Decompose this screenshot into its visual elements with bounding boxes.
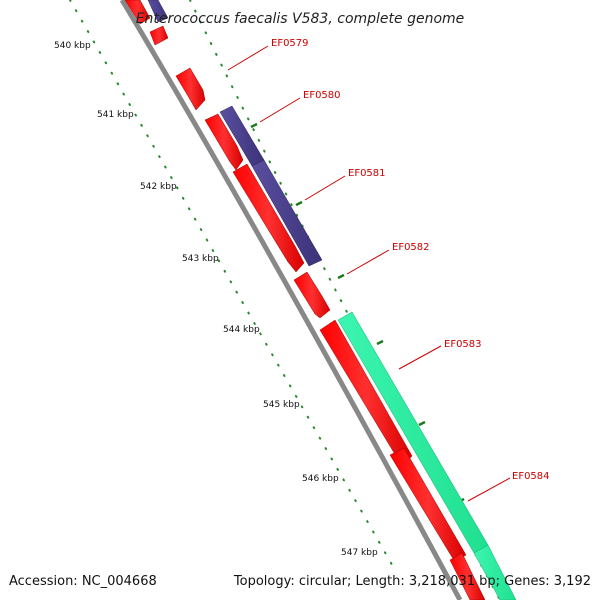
ruler-labels: 540 kbp 541 kbp 542 kbp 543 kbp 544 kbp … xyxy=(54,41,378,558)
outer-ruler-major-ticks xyxy=(250,122,465,504)
gene-label-EF0583[interactable]: EF0583 xyxy=(444,339,482,350)
gene-label-EF0582[interactable]: EF0582 xyxy=(392,242,430,253)
genome-backbone xyxy=(119,0,463,600)
ruler-label: 543 kbp xyxy=(182,254,219,264)
inner-ruler xyxy=(69,0,396,571)
gene-label-EF0584[interactable]: EF0584 xyxy=(512,471,550,482)
ruler-label: 546 kbp xyxy=(302,474,339,484)
ruler-label: 541 kbp xyxy=(97,110,134,120)
ruler-label: 545 kbp xyxy=(263,400,300,410)
ruler-label: 547 kbp xyxy=(341,548,378,558)
gene-label-EF0579[interactable]: EF0579 xyxy=(271,38,309,49)
ruler-label: 540 kbp xyxy=(54,41,91,51)
gene-callouts xyxy=(227,45,511,502)
topology-text: Topology: circular; Length: 3,218,031 bp… xyxy=(233,574,591,589)
map-title: Enterococcus faecalis V583, complete gen… xyxy=(136,11,465,27)
gene-label-EF0580[interactable]: EF0580 xyxy=(303,90,341,101)
green-feature xyxy=(337,311,517,600)
accession-text: Accession: NC_004668 xyxy=(9,574,157,589)
gene-labels: EF0579 EF0580 EF0581 EF0582 EF0583 EF058… xyxy=(271,38,550,482)
ruler-label: 544 kbp xyxy=(223,325,260,335)
ruler-label: 542 kbp xyxy=(140,182,177,192)
gene-label-EF0581[interactable]: EF0581 xyxy=(348,168,386,179)
forward-cds-features xyxy=(124,0,486,600)
reverse-cds-features xyxy=(147,0,323,267)
